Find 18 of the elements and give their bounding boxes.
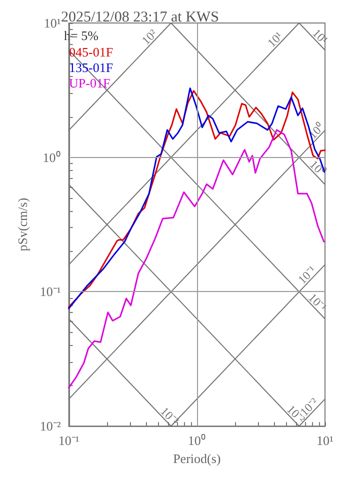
annotation: 10² (138, 26, 160, 48)
x-axis-title: Period(s) (173, 451, 221, 466)
y-tick-label: 10⁰ (42, 150, 61, 165)
y-tick-label: 10¹ (44, 16, 61, 30)
y-axis-title: pSv(cm/s) (15, 198, 30, 252)
annotation: 10⁻¹ (295, 262, 320, 287)
text: 045-01F (69, 44, 114, 60)
y-tick-label: 10⁻¹ (40, 284, 61, 300)
x-tick-label: 10¹ (316, 433, 334, 448)
y-tick-label: 10⁻² (40, 418, 61, 434)
annotation: 10⁻¹ (306, 290, 330, 314)
annotation: 10⁻³ (158, 404, 182, 428)
annotation: 10⁰ (306, 120, 327, 142)
x-tick-label: 10⁰ (188, 433, 206, 448)
x-tick-label: 10⁻¹ (58, 433, 80, 448)
annotation: 10¹ (264, 28, 286, 50)
annotation: 10¹ (310, 26, 331, 48)
chart-title: 2025/12/08 23:17 at KWS (61, 10, 219, 26)
